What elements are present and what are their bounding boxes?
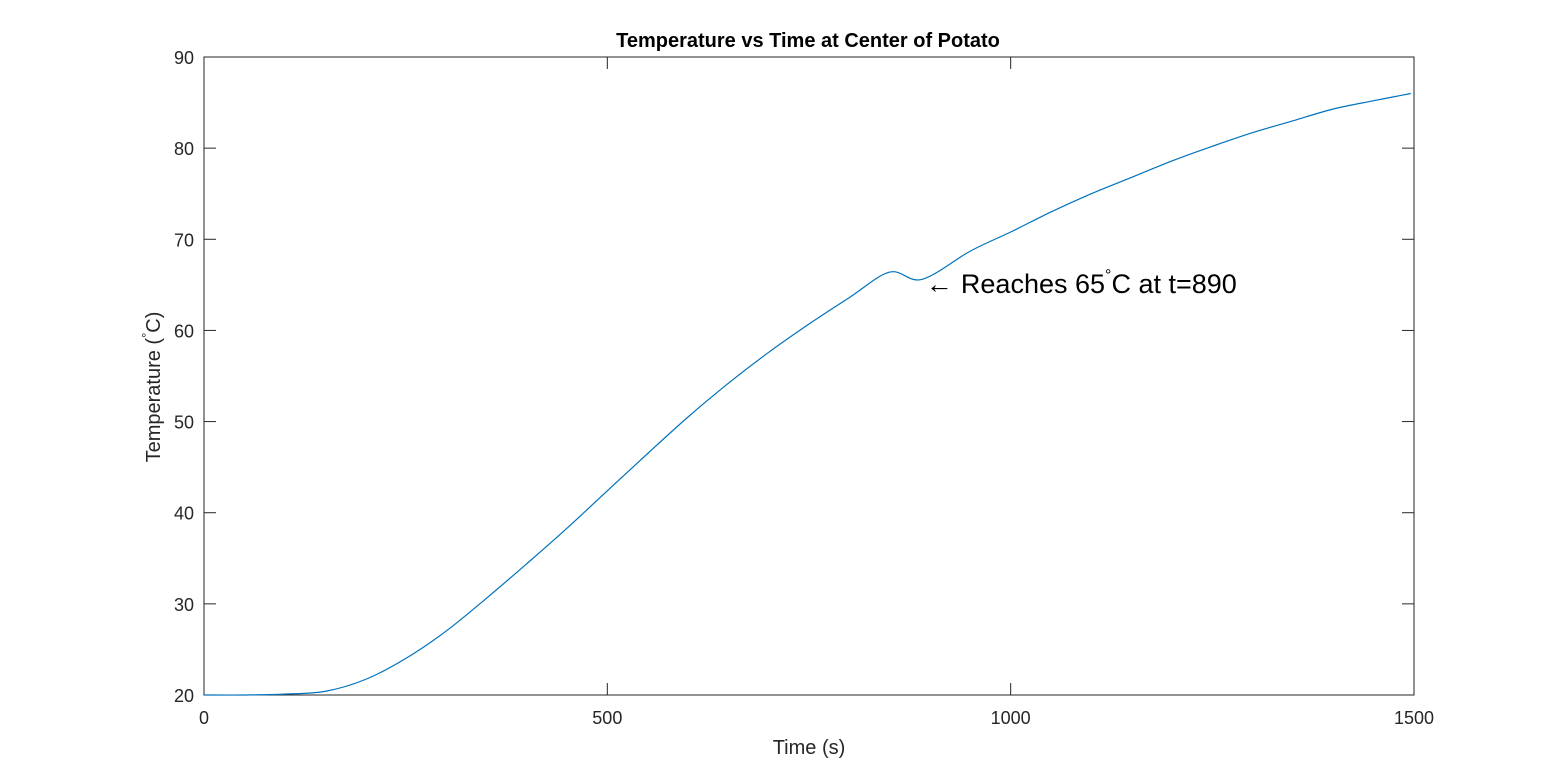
chart-title: Temperature vs Time at Center of Potato — [616, 30, 1000, 52]
axis-tick-labels: 0 500 1000 1500 20 30 40 50 60 70 80 90 — [174, 48, 1434, 728]
x-tick-label: 1000 — [991, 708, 1031, 728]
y-tick-label: 90 — [174, 48, 194, 68]
y-axis-label-unit: C) — [143, 312, 165, 333]
axis-ticks — [203, 56, 1415, 696]
y-axis-degree-symbol: ° — [139, 333, 154, 338]
y-tick-label: 80 — [174, 139, 194, 159]
y-tick-label: 50 — [174, 413, 194, 433]
y-tick-label: 70 — [174, 230, 194, 250]
y-tick-label: 40 — [174, 504, 194, 524]
x-tick-label: 500 — [592, 708, 622, 728]
annotation-arrow: ← — [926, 269, 953, 299]
y-axis-label: Temperature (°C) — [139, 312, 165, 463]
y-tick-label: 60 — [174, 321, 194, 341]
plot-area — [203, 56, 1415, 696]
annotation-text-after: C at t=890 — [1111, 269, 1236, 299]
y-tick-label: 20 — [174, 686, 194, 706]
y-tick-label: 30 — [174, 595, 194, 615]
x-tick-label: 1500 — [1394, 708, 1434, 728]
annotation-text-before: Reaches 65 — [961, 269, 1105, 299]
x-tick-label: 0 — [199, 708, 209, 728]
annotation-degree: ° — [1105, 267, 1111, 284]
x-axis-label: Time (s) — [773, 737, 846, 759]
temperature-line — [203, 92, 1411, 696]
annotation-reaches-65c: ← Reaches 65°C at t=890 — [926, 267, 1237, 299]
y-axis-label-main: Temperature ( — [143, 338, 165, 463]
svg-text:Temperature (°C): Temperature (°C) — [139, 312, 165, 463]
